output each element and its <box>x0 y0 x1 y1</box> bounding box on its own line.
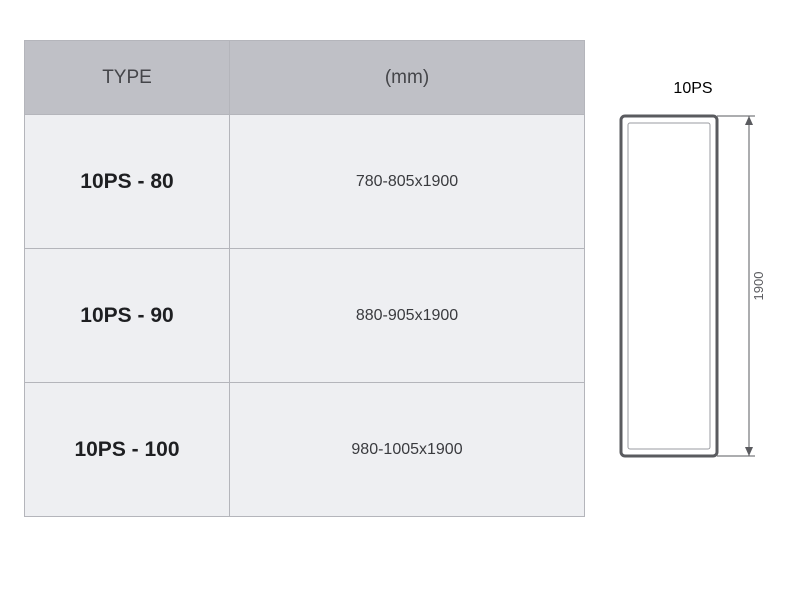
cell-type: 10PS - 90 <box>25 249 230 383</box>
table-row: 10PS - 80 780-805x1900 <box>25 115 585 249</box>
panel-diagram: 1900 <box>613 108 773 488</box>
spec-table: TYPE (mm) 10PS - 80 780-805x1900 10PS - … <box>24 40 585 517</box>
cell-type: 10PS - 100 <box>25 383 230 517</box>
root: TYPE (mm) 10PS - 80 780-805x1900 10PS - … <box>0 0 800 600</box>
cell-type: 10PS - 80 <box>25 115 230 249</box>
diagram-container: 10PS 1900 <box>613 80 773 488</box>
diagram-title: 10PS <box>673 80 712 98</box>
header-mm: (mm) <box>230 41 585 115</box>
header-type: TYPE <box>25 41 230 115</box>
table-row: 10PS - 100 980-1005x1900 <box>25 383 585 517</box>
table-row: 10PS - 90 880-905x1900 <box>25 249 585 383</box>
height-dimension-label: 1900 <box>751 272 766 301</box>
cell-mm: 880-905x1900 <box>230 249 585 383</box>
spec-table-container: TYPE (mm) 10PS - 80 780-805x1900 10PS - … <box>24 40 585 517</box>
cell-mm: 780-805x1900 <box>230 115 585 249</box>
cell-mm: 980-1005x1900 <box>230 383 585 517</box>
table-header-row: TYPE (mm) <box>25 41 585 115</box>
